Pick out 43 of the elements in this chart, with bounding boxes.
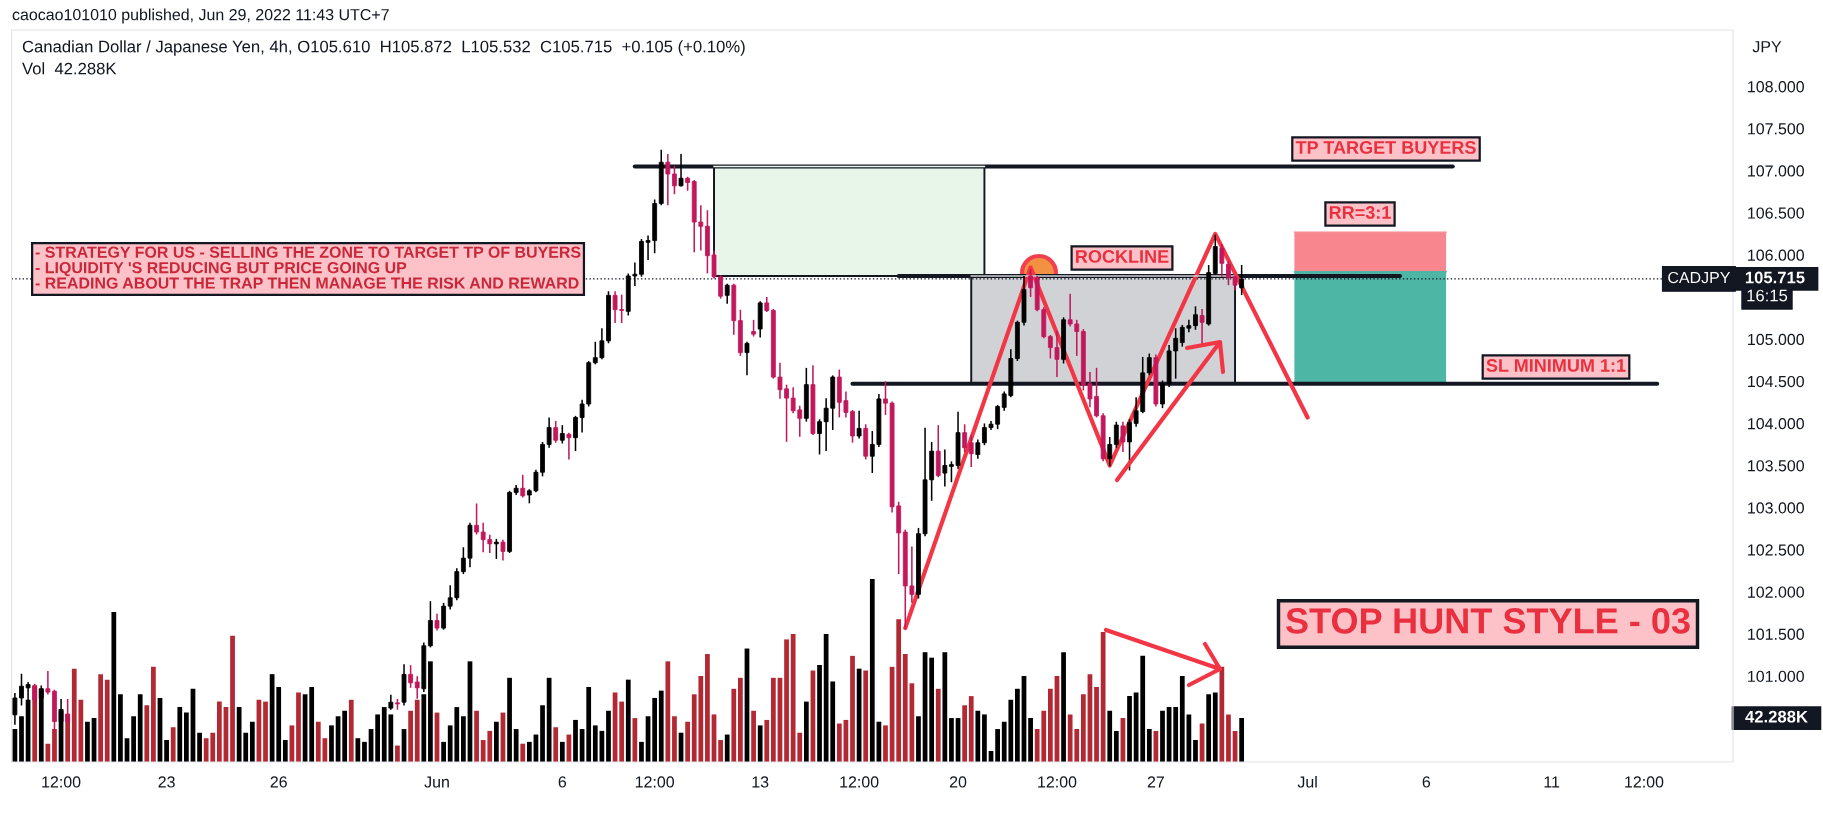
annotation: ROCKLINE xyxy=(1076,250,1169,263)
text: 105.715 xyxy=(1745,271,1805,284)
y-tick-label: 106.500 xyxy=(1748,207,1804,219)
x-tick-label: 23 xyxy=(158,776,175,788)
annotation: STOP HUNT STYLE - 03 xyxy=(1286,608,1690,634)
y-tick-label: 104.500 xyxy=(1748,375,1804,388)
y-tick-label: 105.000 xyxy=(1748,333,1804,346)
y-axis-title: JPY xyxy=(1752,41,1782,53)
y-tick-label: 108.000 xyxy=(1748,81,1804,93)
x-tick-label: 11 xyxy=(1544,776,1560,788)
x-tick-label: 6 xyxy=(1422,776,1431,788)
x-tick-label: 26 xyxy=(270,776,287,788)
x-tick-label: 27 xyxy=(1147,776,1164,788)
y-tick-label: 102.000 xyxy=(1748,586,1804,598)
y-tick-label: 102.500 xyxy=(1748,544,1804,556)
y-tick-label: 107.500 xyxy=(1748,123,1804,135)
y-tick-label: 107.000 xyxy=(1748,165,1804,177)
text: Canadian Dollar / Japanese Yen, 4h, O105.610 H105.872 L105.532 C105.715 +0.105 (+0.10%) xyxy=(22,40,745,56)
x-tick-label: 12:00 xyxy=(1625,776,1664,788)
chart-title: Vol 42.288K xyxy=(22,62,117,75)
text: 16:15 xyxy=(1747,289,1788,302)
x-tick-label: Jul xyxy=(1297,775,1317,788)
text: caocao101010 published, Jun 29, 2022 11:43 UTC+7 xyxy=(12,8,389,24)
annotation: SL MINIMUM 1:1 xyxy=(1486,359,1626,372)
x-tick-label: 13 xyxy=(752,776,769,788)
y-tick-label: 104.000 xyxy=(1748,418,1804,430)
annotation: TP TARGET BUYERS xyxy=(1295,141,1476,154)
x-tick-label: 12:00 xyxy=(635,776,675,788)
y-tick-label: 106.000 xyxy=(1748,249,1804,261)
annotation: - STRATEGY FOR US - SELLING THE ZONE TO TARGET TP OF BUYERS - LIQUIDITY 'S REDUCING BUT PRICE GOING UP - READING ABOUT THE TRAP THEN MANAGE THE RISK AND REWARD xyxy=(35,246,581,289)
y-tick-label: 101.500 xyxy=(1748,628,1804,640)
x-tick-label: 6 xyxy=(558,776,567,788)
ref-line-label: CADJPY xyxy=(1668,271,1731,284)
x-tick-label: 12:00 xyxy=(42,776,81,788)
y-tick-label: 103.000 xyxy=(1748,502,1804,514)
y-tick-label: 103.500 xyxy=(1748,460,1804,472)
x-tick-label: Jun xyxy=(424,776,449,788)
x-tick-label: 12:00 xyxy=(840,776,879,788)
annotation: RR=3:1 xyxy=(1329,206,1391,219)
x-tick-label: 12:00 xyxy=(1038,776,1077,788)
x-tick-label: 20 xyxy=(949,776,967,788)
text: 42.288K xyxy=(1745,710,1808,723)
y-tick-label: 101.000 xyxy=(1748,670,1804,683)
